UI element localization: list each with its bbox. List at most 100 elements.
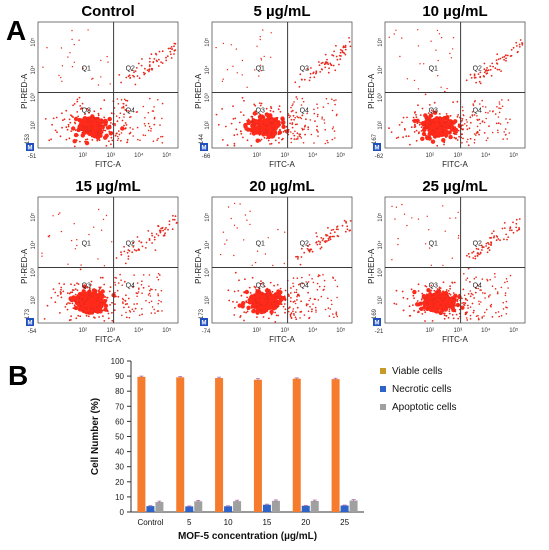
event-dot [430,114,432,117]
x-tick-label: 10³ [453,328,462,334]
event-dot [125,99,127,102]
event-dot [313,76,316,79]
event-dot [258,297,261,299]
event-dot [441,138,446,143]
bar-viable-cells [292,378,301,512]
event-dot [158,58,160,61]
event-dot [501,105,504,108]
event-dot [68,137,71,140]
event-dot [230,122,233,125]
event-dot [466,254,468,257]
event-dot [115,257,118,259]
event-dot [136,75,139,77]
event-dot [172,214,174,217]
event-dot [329,62,332,65]
event-dot [57,294,59,297]
event-dot [140,284,143,286]
event-dot [80,120,85,126]
event-dot [97,131,99,134]
event-dot [310,133,313,136]
event-dot [80,305,82,307]
event-dot [424,125,427,128]
event-dot [281,138,283,141]
event-dot [477,119,479,122]
event-dot [293,291,296,294]
event-dot [176,221,178,224]
event-dot [82,310,85,313]
event-dot [437,306,443,311]
event-dot [137,62,140,65]
event-dot [278,105,281,107]
event-dot [76,111,79,113]
event-dot [87,315,90,318]
event-dot [466,319,469,321]
event-dot [299,311,302,313]
event-dot [168,223,171,226]
event-dot [451,48,454,50]
event-dot [306,112,308,115]
event-dot [519,39,522,41]
event-dot [150,300,153,303]
event-dot [110,112,113,115]
event-dot [417,104,419,107]
event-dot [270,56,272,58]
event-dot [473,73,476,76]
event-dot [443,141,446,144]
event-dot [78,301,81,304]
event-dot [483,62,486,65]
x-tick-label: 20 [301,518,310,527]
x-min-label: -62 [375,154,384,160]
event-dot [79,315,82,318]
quadrant-label-q2: Q2 [300,241,309,248]
event-dot [481,246,484,249]
event-dot [147,111,150,114]
event-dot [428,247,431,249]
event-dot [265,137,268,140]
event-dot [440,125,443,128]
event-dot [483,68,486,71]
event-dot [263,55,265,58]
event-dot [318,285,321,288]
event-dot [324,62,327,64]
event-dot [48,234,51,237]
event-dot [323,288,325,291]
event-dot [258,102,261,104]
event-dot [125,294,127,297]
event-dot [125,104,128,107]
event-dot [475,134,477,136]
event-dot [518,45,521,48]
event-dot [91,139,94,141]
event-dot [344,53,347,56]
event-dot [315,232,318,234]
event-dot [318,274,321,277]
quadrant-label-q4: Q4 [126,283,135,290]
quadrant-label-q1: Q1 [256,241,265,248]
event-dot [435,49,437,51]
event-dot [309,305,311,308]
event-dot [99,286,102,289]
event-dot [287,114,290,117]
event-dot [448,292,451,295]
event-dot [80,129,83,132]
event-dot [271,290,274,293]
event-dot [96,139,99,142]
event-dot [153,116,156,119]
event-dot [46,47,48,49]
event-dot [479,71,482,74]
quadrant-label-q1: Q1 [256,66,265,73]
event-dot [287,307,290,310]
event-dot [412,116,415,119]
event-dot [313,112,316,115]
event-dot [279,287,282,290]
event-dot [226,69,229,71]
event-dot [240,304,245,309]
event-dot [294,130,296,133]
event-dot [438,113,441,115]
event-dot [82,284,87,289]
event-dot [468,256,471,258]
event-dot [58,282,61,285]
y-tick-label: 80 [115,387,124,396]
event-dot [428,104,431,106]
event-dot [259,291,262,293]
event-dot [445,306,447,308]
